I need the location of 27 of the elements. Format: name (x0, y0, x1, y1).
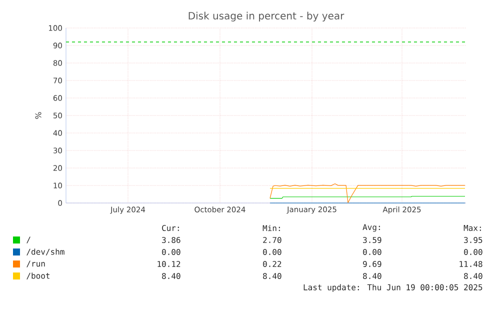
text: 0.00 (363, 248, 382, 256)
text: Avg: (362, 224, 380, 232)
text: 3.95 (464, 236, 482, 244)
text: 9.69 (363, 260, 382, 268)
text: 8.40 (464, 272, 482, 280)
text: Max: (464, 225, 481, 231)
text: 10.12 (158, 260, 180, 268)
chart-title: Disk usage in percent - by year (188, 12, 344, 22)
legend-label: /boot (26, 272, 50, 280)
y-axis-title: % (35, 112, 42, 119)
text: 3.86 (162, 236, 180, 244)
text: 8.40 (162, 272, 180, 280)
text: Last update: Thu Jun 19 00:00:05 2025 (304, 284, 482, 292)
text: Cur: (162, 224, 179, 232)
text: 0.00 (162, 248, 180, 256)
text: 2.70 (263, 236, 282, 244)
text: 0.22 (263, 260, 282, 268)
text: Min: (262, 224, 280, 232)
text: 8.40 (363, 272, 382, 280)
text: 3.59 (363, 236, 382, 244)
text: 8.40 (263, 272, 282, 280)
text: 11.48 (460, 260, 482, 268)
text: 0.00 (263, 248, 282, 256)
legend-label: /dev/shm (26, 248, 64, 256)
text: 0.00 (464, 248, 482, 256)
legend-label: /run (26, 260, 45, 268)
legend-label: / (26, 236, 30, 244)
